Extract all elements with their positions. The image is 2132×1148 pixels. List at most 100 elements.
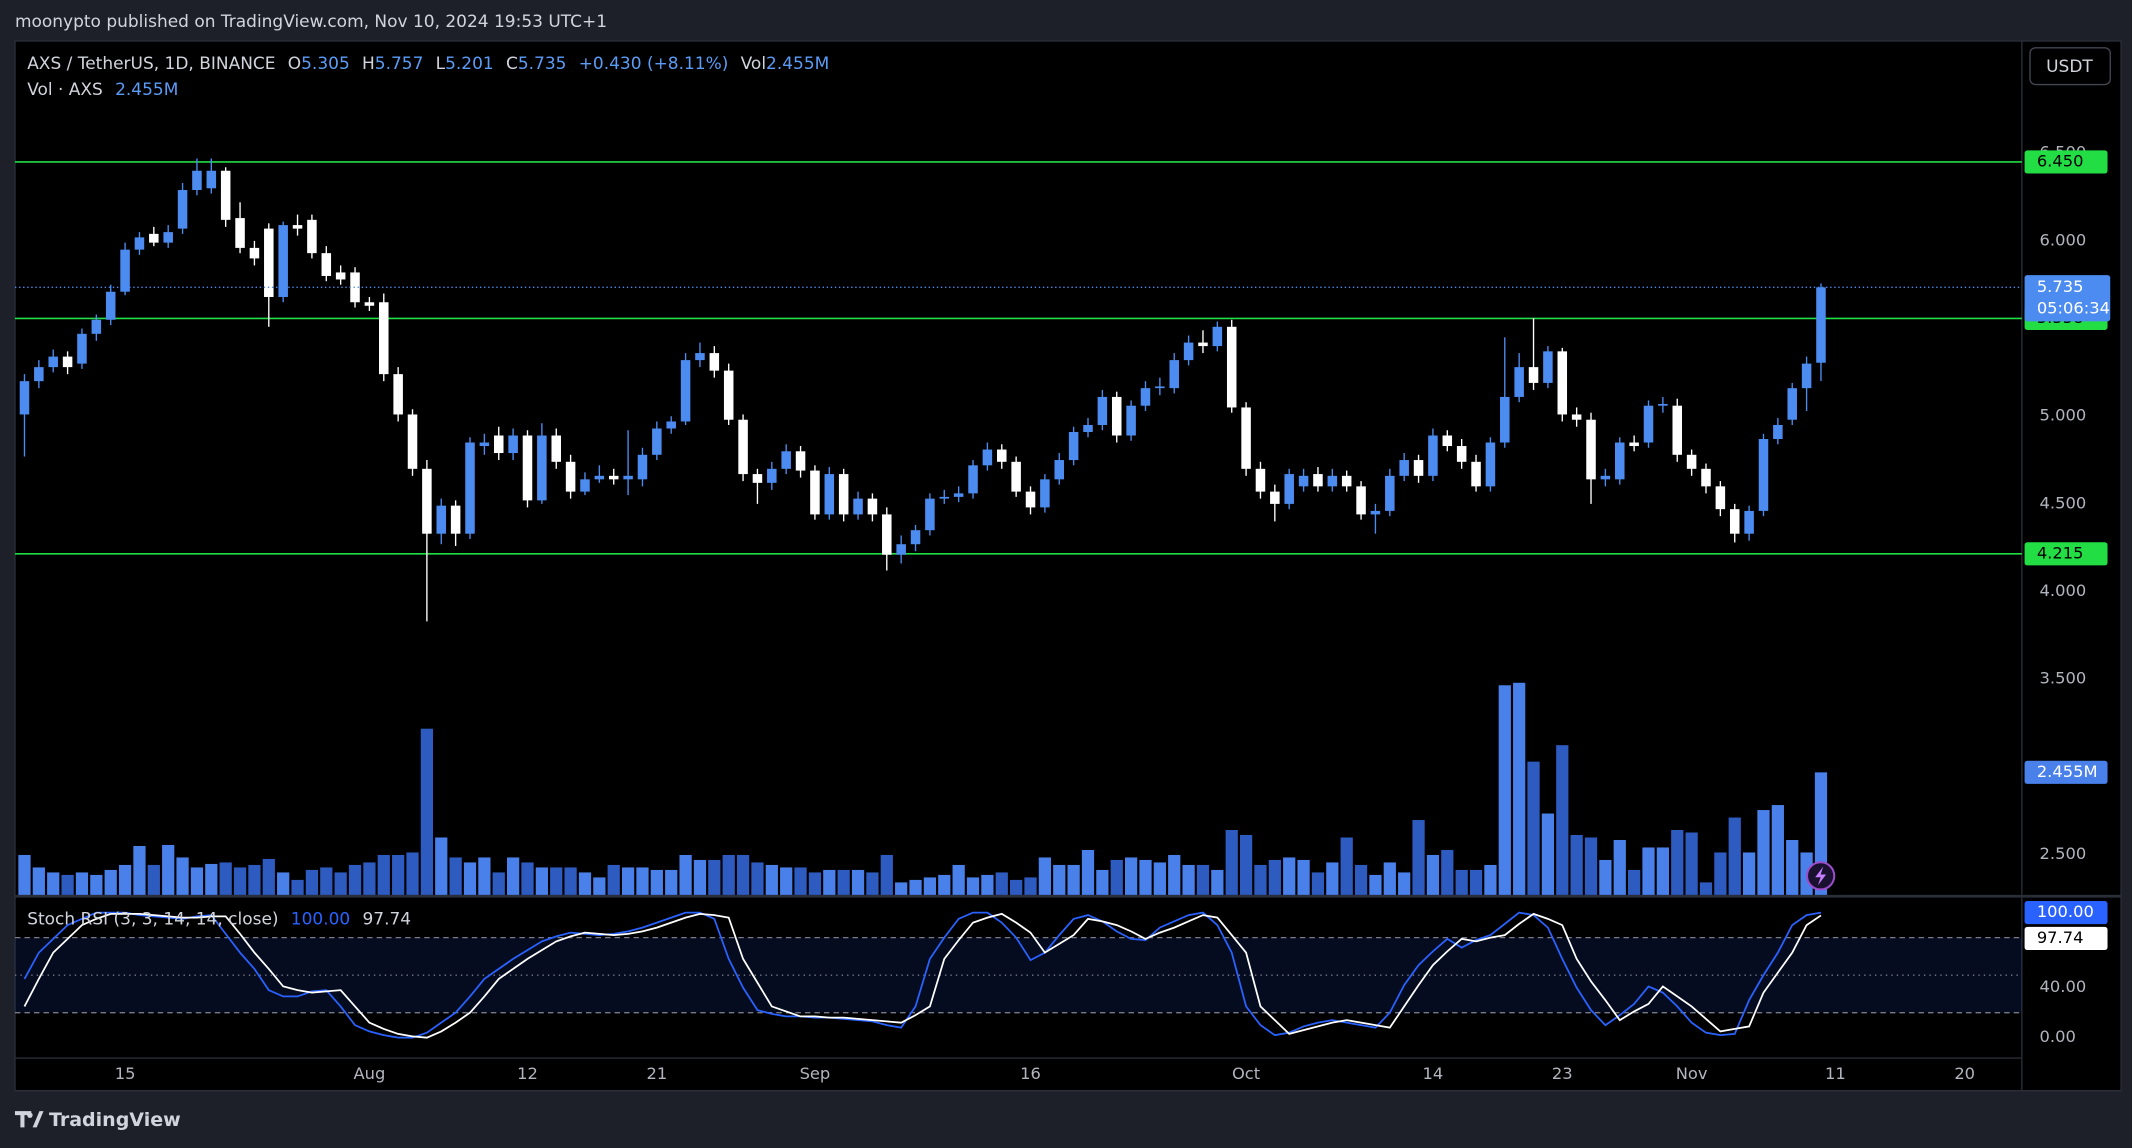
- candle-body: [1040, 479, 1050, 508]
- volume-bar: [47, 872, 60, 895]
- candle-body: [1284, 474, 1294, 504]
- open-value: 5.305: [301, 54, 350, 74]
- candle-body: [1270, 491, 1280, 504]
- candle-body: [1629, 442, 1639, 447]
- volume-bar: [621, 867, 635, 895]
- currency-button[interactable]: USDT: [2029, 47, 2111, 86]
- badge: [2024, 901, 2108, 925]
- volume-bar: [420, 728, 434, 895]
- volume-bar: [147, 864, 160, 895]
- volume-bar: [1297, 859, 1310, 895]
- x-tick-label: Oct: [1232, 1064, 1260, 1083]
- volume-bar: [1426, 854, 1440, 895]
- volume-bar: [1311, 872, 1325, 895]
- volume-bar: [248, 864, 261, 895]
- close-value: 5.735: [518, 54, 567, 74]
- alert-icon[interactable]: [1806, 861, 1836, 891]
- volume-bar: [1513, 682, 1526, 895]
- volume-bar: [808, 872, 822, 895]
- volume-bar: [1786, 839, 1799, 895]
- volume-bar: [880, 854, 893, 895]
- volume-bar: [291, 879, 304, 895]
- volume-bar: [1211, 869, 1224, 895]
- x-tick-label: 16: [1020, 1064, 1041, 1083]
- candle-body: [752, 474, 763, 483]
- candle-body: [493, 435, 504, 454]
- volume-bar: [794, 867, 807, 895]
- volume-bar: [1340, 837, 1353, 895]
- candle-body: [537, 435, 547, 501]
- candle-body: [1212, 326, 1223, 347]
- candle-body: [105, 291, 116, 320]
- y-tick-label: 6.000: [2040, 230, 2087, 249]
- volume-bar: [262, 858, 275, 895]
- volume-bar: [1383, 862, 1396, 895]
- volume-bar: [938, 874, 951, 895]
- volume-bar: [1326, 862, 1339, 895]
- volume-bar: [348, 864, 362, 895]
- candle-body: [1442, 435, 1453, 447]
- candle-body: [1298, 475, 1309, 487]
- candle-body: [882, 514, 892, 555]
- stoch-title: Stoch RSI (3, 3, 14, 14, close): [27, 909, 278, 929]
- volume-bar: [233, 867, 247, 895]
- k-badge: 100.00: [2037, 902, 2094, 921]
- volume-bar: [463, 862, 477, 895]
- candle-body: [1241, 407, 1251, 469]
- candle-body: [1083, 424, 1093, 432]
- volume-bar: [751, 862, 764, 895]
- candle-body: [1183, 342, 1194, 361]
- candle-body: [767, 468, 777, 483]
- volume-bar: [392, 854, 405, 895]
- change: +0.430 (+8.11%): [579, 54, 729, 74]
- candle-body: [853, 498, 863, 515]
- icon-bolt[interactable]: [1815, 866, 1827, 886]
- chart-area: [14, 40, 2122, 1092]
- high-value: 5.757: [375, 54, 424, 74]
- currency[interactable]: USDT: [2046, 57, 2093, 77]
- candle-body: [925, 498, 935, 531]
- volume-bar: [981, 874, 994, 895]
- volume-bar: [1484, 864, 1497, 895]
- candle-body: [1054, 460, 1065, 480]
- volume-bar: [320, 867, 333, 895]
- volume-bar: [1599, 859, 1612, 895]
- volume-bar: [1441, 849, 1454, 895]
- y-tick-label: 4.500: [2040, 493, 2087, 512]
- badge: [2024, 542, 2108, 566]
- candle-body: [1758, 439, 1769, 511]
- volume-bar: [823, 869, 836, 895]
- volume-bar: [1139, 859, 1152, 895]
- candle-body: [1557, 351, 1568, 415]
- badge: [2024, 150, 2108, 174]
- badge: [2024, 760, 2108, 784]
- candle-body: [1068, 431, 1079, 461]
- vol-value: 2.455M: [115, 80, 178, 100]
- candle-body: [594, 475, 605, 480]
- candle-body: [695, 353, 705, 361]
- button-frame[interactable]: [2029, 47, 2111, 86]
- volume-bar: [1685, 832, 1698, 895]
- candle-body: [177, 190, 188, 229]
- volume-bar: [851, 869, 865, 895]
- candle-body: [436, 505, 447, 534]
- candle-body: [551, 435, 561, 462]
- volume-bar: [1671, 830, 1684, 895]
- volume-bar: [406, 852, 419, 895]
- candle-body: [781, 451, 791, 469]
- volume-bar: [1556, 745, 1569, 895]
- candle-body: [623, 475, 633, 480]
- stoch-tick-label: 0.00: [2040, 1027, 2076, 1046]
- volume-bar: [435, 837, 448, 895]
- stoch-legend: Stoch RSI (3, 3, 14, 14, close) 100.00 97.…: [27, 909, 411, 929]
- volume-bar: [1038, 857, 1052, 895]
- candle-body: [264, 228, 274, 297]
- candle-body: [292, 225, 303, 229]
- candle-body: [1385, 475, 1395, 511]
- volume-bar: [61, 874, 74, 895]
- candle-body: [1500, 396, 1510, 443]
- candle-body: [1155, 386, 1165, 389]
- candle-body: [1456, 446, 1467, 462]
- vol-label: Vol: [741, 54, 766, 74]
